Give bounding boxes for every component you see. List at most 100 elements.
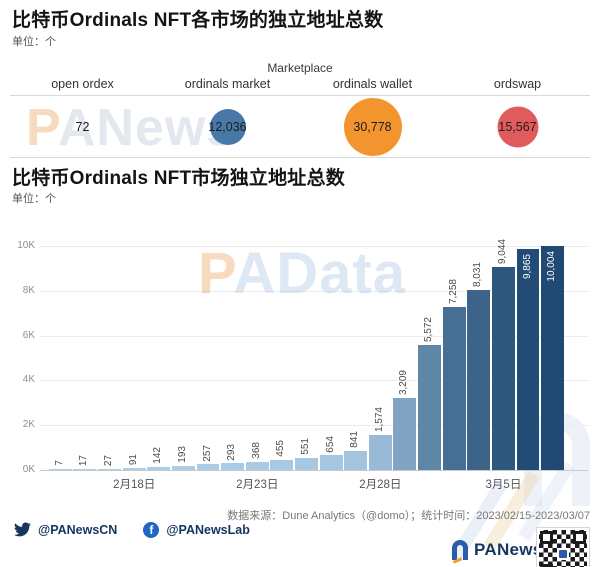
social-links-row: @PANewsCN @PANewsLab: [14, 521, 250, 538]
bar: [270, 459, 294, 470]
y-tick-label: 0K: [22, 464, 35, 475]
bar-slot: 9,044: [491, 236, 516, 470]
bar-value-label: 7: [53, 460, 65, 466]
x-tick-label: 3月5日: [485, 479, 522, 491]
divider-line: [10, 95, 590, 96]
bubble-cell: 30,778: [300, 96, 445, 157]
bar-value-label: 142: [152, 447, 164, 464]
bar-slot: 17: [73, 236, 98, 470]
bar-slot: 10,004: [540, 236, 565, 470]
bar-value-label: 368: [250, 442, 262, 459]
bar-slot: 293: [220, 236, 245, 470]
bar-section-unit: 单位：个: [12, 193, 56, 205]
bar-value-label: 3,209: [398, 370, 410, 396]
bar-slot: 5,572: [417, 236, 442, 470]
bubble-value-label: 12,036: [208, 119, 247, 134]
bar-value-label: 17: [78, 454, 90, 466]
facebook-group: @PANewsLab: [143, 521, 250, 538]
bar: [73, 469, 97, 470]
bar: [442, 307, 466, 470]
bubble-value-label: 15,567: [498, 119, 537, 134]
bubble-section-title: 比特币Ordinals NFT各市场的独立地址总数: [12, 10, 384, 31]
gridline: [40, 246, 588, 247]
qr-finder-pattern: [573, 531, 586, 544]
y-tick-label: 4K: [22, 374, 35, 386]
y-tick-label: 2K: [22, 419, 35, 431]
facebook-handle-link[interactable]: @PANewsLab: [166, 522, 250, 537]
bar: [319, 455, 343, 470]
bar-slot: 7: [48, 236, 73, 470]
bubble-mark: [497, 106, 538, 147]
bar: [122, 467, 146, 470]
marketplace-header-row: open ordex ordinals market ordinals wallet…: [10, 77, 590, 91]
panews-brand-logo: PANews: [452, 540, 543, 563]
bar-slot: 27: [97, 236, 122, 470]
qr-embedded-logo: [557, 548, 569, 560]
marketplace-header-open-ordex: open ordex: [51, 77, 114, 91]
bar-value-label: 9,044: [496, 239, 508, 265]
bar: [48, 469, 72, 470]
bar-value-label: 193: [176, 446, 188, 463]
qr-code: [536, 527, 590, 567]
bar-value-label: 841: [349, 431, 361, 449]
padata-watermark: PAData: [198, 241, 406, 306]
gridline: [40, 425, 588, 427]
bar-slot: 257: [196, 236, 221, 470]
bar: [147, 466, 171, 470]
divider-line: [10, 157, 590, 158]
qr-finder-pattern: [540, 531, 553, 544]
bubble-cell: 72: [10, 96, 155, 157]
bar-slot: 455: [270, 236, 295, 470]
bar: [196, 464, 220, 470]
marketplace-header-ordinals-wallet: ordinals wallet: [332, 77, 413, 91]
x-axis-baseline: [40, 470, 588, 471]
bar: [368, 434, 392, 470]
bar-slot: 193: [171, 236, 196, 470]
bar-value-label: 8,031: [472, 262, 484, 288]
bar: [245, 461, 269, 470]
bar-slot: 551: [294, 236, 319, 470]
bar-value-label: 9,865: [521, 254, 533, 280]
bar: [171, 465, 195, 470]
bar-slot: 654: [319, 236, 344, 470]
y-tick-label: 10K: [17, 240, 35, 251]
bar-slot: 142: [146, 236, 171, 470]
bar: [516, 249, 540, 470]
bar-value-label: 551: [299, 437, 311, 455]
bar-slot: 7,258: [442, 236, 467, 470]
bubble-mark: [343, 97, 402, 156]
bar-slot: 9,865: [516, 236, 541, 470]
bar-value-label: 7,258: [447, 279, 459, 305]
bar-value-label: 91: [127, 453, 139, 465]
gridline: [40, 290, 588, 292]
marketplace-header-ordinals-market: ordinals market: [184, 77, 271, 91]
bar-value-label: 293: [226, 443, 238, 461]
twitter-handle-link[interactable]: @PANewsCN: [38, 522, 118, 537]
bar-slot: 3,209: [393, 236, 418, 470]
marketplace-header-ordswap: ordswap: [493, 77, 542, 91]
gridline: [40, 380, 588, 382]
bar-section-title: 比特币Ordinals NFT市场独立地址总数: [12, 168, 345, 189]
bubble-mark: [209, 108, 246, 145]
marketplace-group-label: Marketplace: [267, 61, 333, 75]
bar-slot: 91: [122, 236, 147, 470]
y-tick-label: 6K: [22, 329, 35, 341]
bar: [491, 267, 515, 470]
bar: [98, 469, 121, 470]
bar-chart-bars: 7 17 27 91 142 193 257 293 368 455 551 654 841 1,574 3…: [48, 236, 565, 470]
bubble-cell: 12,036: [155, 96, 300, 157]
bar-slot: 8,031: [467, 236, 492, 470]
bar-value-label: 257: [201, 444, 213, 462]
bubble-cell: 15,567: [445, 96, 590, 157]
twitter-icon: [14, 522, 31, 537]
bar-value-label: 1,574: [373, 406, 385, 432]
qr-finder-pattern: [540, 564, 553, 567]
bar-slot: 841: [343, 236, 368, 470]
bar: [467, 290, 491, 470]
bubble-section-unit: 单位：个: [12, 36, 56, 48]
bar: [294, 457, 318, 470]
panews-logo-icon: [452, 540, 468, 563]
bar-value-label: 455: [275, 440, 287, 457]
x-tick-label: 2月18日: [113, 479, 156, 491]
